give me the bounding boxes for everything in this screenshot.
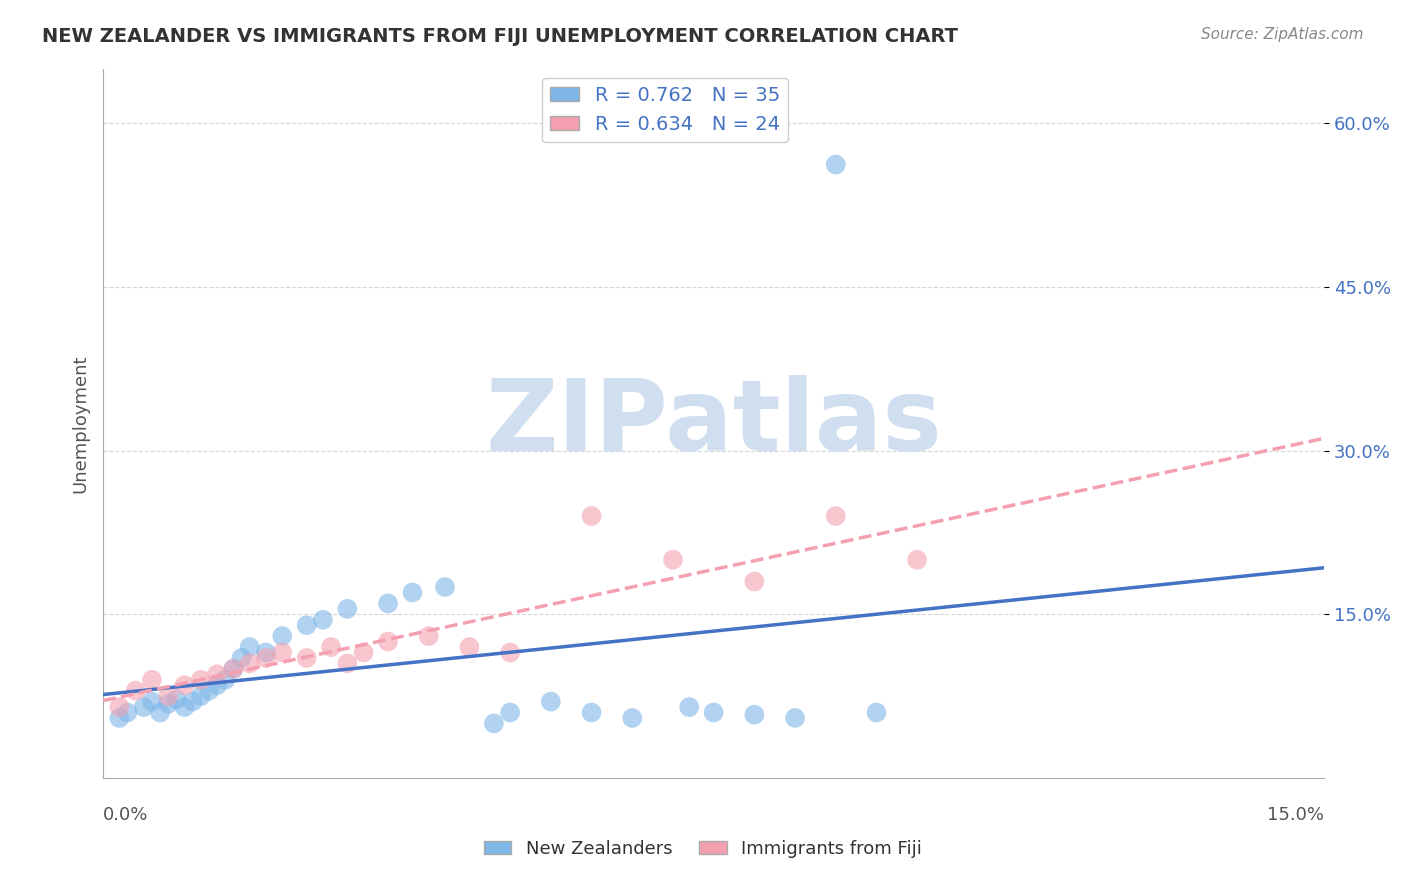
- Point: [117, 706, 139, 720]
- Point: [222, 662, 245, 676]
- Point: [125, 683, 148, 698]
- Point: [181, 695, 204, 709]
- Point: [621, 711, 644, 725]
- Point: [149, 706, 172, 720]
- Point: [198, 683, 221, 698]
- Point: [336, 602, 359, 616]
- Point: [319, 640, 342, 654]
- Point: [312, 613, 335, 627]
- Point: [108, 711, 131, 725]
- Point: [783, 711, 806, 725]
- Point: [377, 596, 399, 610]
- Point: [231, 651, 253, 665]
- Point: [353, 645, 375, 659]
- Point: [157, 689, 180, 703]
- Point: [703, 706, 725, 720]
- Point: [336, 657, 359, 671]
- Point: [254, 651, 277, 665]
- Point: [108, 700, 131, 714]
- Point: [173, 678, 195, 692]
- Point: [678, 700, 700, 714]
- Point: [271, 629, 294, 643]
- Y-axis label: Unemployment: Unemployment: [72, 354, 89, 492]
- Point: [141, 673, 163, 687]
- Point: [254, 645, 277, 659]
- Text: 0.0%: 0.0%: [103, 806, 149, 824]
- Point: [540, 695, 562, 709]
- Point: [205, 667, 228, 681]
- Point: [222, 662, 245, 676]
- Point: [190, 689, 212, 703]
- Text: Source: ZipAtlas.com: Source: ZipAtlas.com: [1201, 27, 1364, 42]
- Point: [581, 509, 603, 524]
- Point: [239, 640, 262, 654]
- Point: [239, 657, 262, 671]
- Point: [905, 552, 928, 566]
- Point: [165, 692, 187, 706]
- Point: [499, 706, 522, 720]
- Point: [295, 651, 318, 665]
- Point: [744, 707, 766, 722]
- Point: [295, 618, 318, 632]
- Point: [744, 574, 766, 589]
- Point: [482, 716, 505, 731]
- Point: [271, 645, 294, 659]
- Point: [662, 552, 685, 566]
- Point: [499, 645, 522, 659]
- Point: [214, 673, 236, 687]
- Legend: R = 0.762   N = 35, R = 0.634   N = 24: R = 0.762 N = 35, R = 0.634 N = 24: [543, 78, 787, 142]
- Text: ZIPatlas: ZIPatlas: [485, 375, 942, 472]
- Point: [377, 634, 399, 648]
- Point: [132, 700, 155, 714]
- Point: [458, 640, 481, 654]
- Point: [865, 706, 887, 720]
- Point: [141, 695, 163, 709]
- Point: [581, 706, 603, 720]
- Point: [824, 509, 846, 524]
- Text: NEW ZEALANDER VS IMMIGRANTS FROM FIJI UNEMPLOYMENT CORRELATION CHART: NEW ZEALANDER VS IMMIGRANTS FROM FIJI UN…: [42, 27, 957, 45]
- Point: [205, 678, 228, 692]
- Point: [434, 580, 457, 594]
- Point: [401, 585, 423, 599]
- Point: [418, 629, 440, 643]
- Text: 15.0%: 15.0%: [1267, 806, 1324, 824]
- Legend: New Zealanders, Immigrants from Fiji: New Zealanders, Immigrants from Fiji: [477, 833, 929, 865]
- Point: [157, 697, 180, 711]
- Point: [173, 700, 195, 714]
- Point: [824, 157, 846, 171]
- Point: [190, 673, 212, 687]
